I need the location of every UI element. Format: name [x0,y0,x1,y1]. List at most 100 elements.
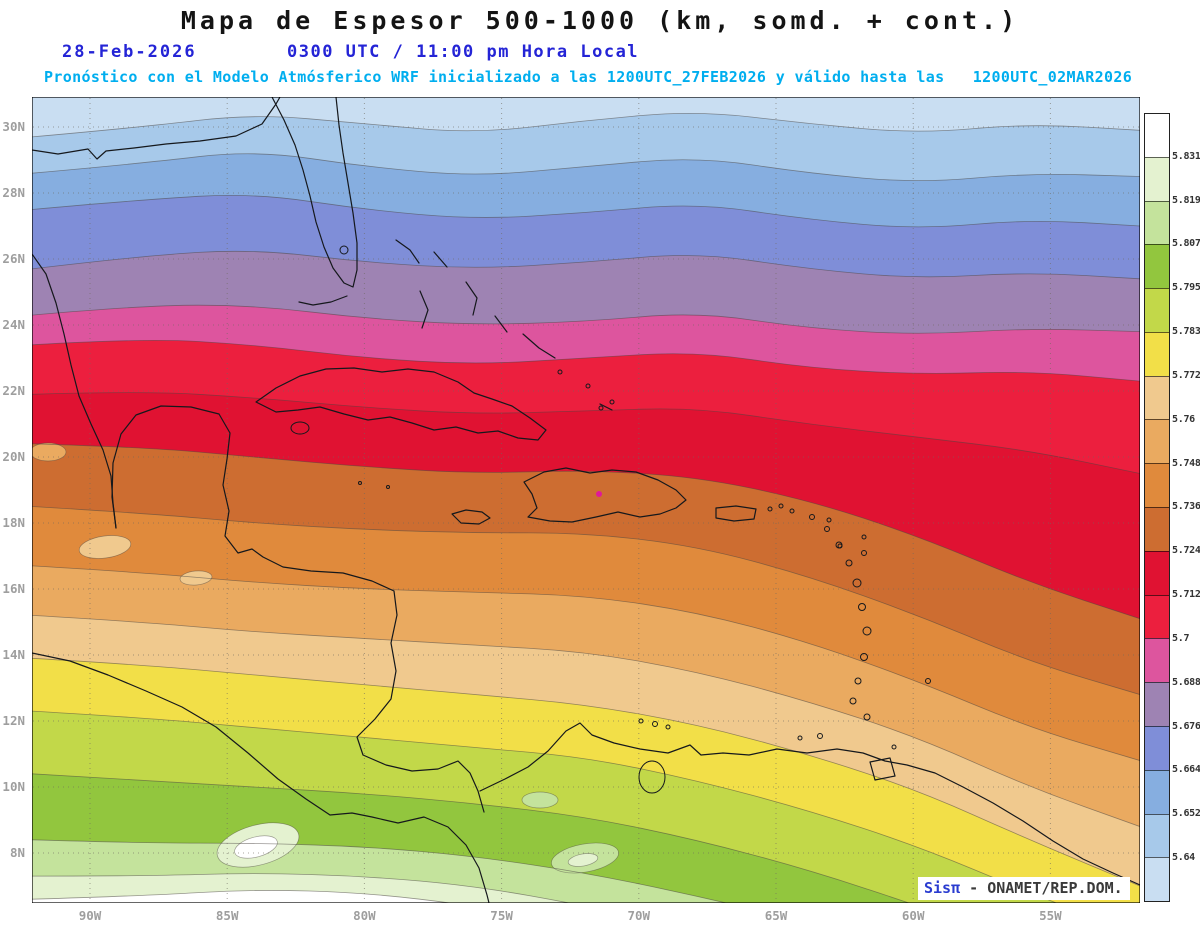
colorbar-label-5.736: 5.736 [1172,501,1200,513]
contour-line-5.64 [32,112,1140,138]
colorbar-label-5.748: 5.748 [1172,457,1200,469]
lon-tick-60W: 60W [901,908,925,923]
coastline-9 [451,509,491,525]
coastline-2 [298,295,348,306]
colorbar-seg-5.76-5.772 [1145,375,1169,420]
island-18 [861,534,867,540]
colorbar-label-5.783: 5.783 [1172,326,1200,338]
colorbar-label-5.76: 5.76 [1172,413,1195,425]
lake-0 [638,760,666,794]
contour-line-5.795 [32,773,911,903]
lon-tick-70W: 70W [627,908,651,923]
coastline-17 [599,403,613,411]
colorbar-seg-5.724-5.736 [1145,507,1169,551]
attribution-badge: Sisπ - ONAMET/REP.DOM. [918,877,1130,900]
island-15 [925,678,931,684]
terrain-patch-1 [234,835,278,859]
contour-line-5.772 [32,657,1140,887]
coastline-18 [869,757,896,781]
lon-tick-65W: 65W [764,908,788,923]
island-1 [767,506,773,512]
colorbar-seg-5.676-5.688 [1145,682,1169,726]
island-25 [817,733,823,739]
contour-line-5.76 [32,615,1140,827]
contour-line-5.7 [32,340,1140,382]
colorbar-label-5.688: 5.688 [1172,676,1200,688]
contour-line-5.652 [32,153,1140,181]
colorbar-label-5.664: 5.664 [1172,764,1200,776]
lat-tick-20N: 20N [2,449,25,464]
colorbar-seg-5.795-5.807 [1145,244,1169,289]
island-13 [849,697,857,705]
colorbar-seg-5.772-5.783 [1145,331,1169,376]
coastline-7 [255,367,547,441]
coastline-11 [395,239,420,264]
island-0 [339,245,349,255]
colorbar [1144,113,1170,902]
contour-line-5.736 [32,506,1140,695]
terrain-patch-6 [179,570,213,586]
sispi-logo: Sisπ [924,879,961,897]
lat-tick-30N: 30N [2,119,25,134]
valid-time-local: 0300 UTC / 11:00 pm Hora Local [287,42,640,62]
island-27 [557,369,563,375]
lon-tick-55W: 55W [1039,908,1062,923]
lon-tick-85W: 85W [215,908,239,923]
island-4 [809,514,815,520]
island-16 [891,744,897,750]
contour-line-5.664 [32,194,1140,228]
lat-tick-18N: 18N [2,515,25,530]
colorbar-label-5.795: 5.795 [1172,282,1200,294]
island-31 [598,405,604,411]
lat-tick-26N: 26N [2,251,25,266]
coastline-5 [32,652,490,903]
island-9 [858,603,866,611]
coastline-3 [32,253,117,529]
forecast-description: Pronóstico con el Modelo Atmósferico WRF… [44,68,1133,86]
colorbar-seg->5.831 [1145,114,1169,157]
island-20 [826,517,832,523]
colorbar-seg-<5.64 [1145,857,1169,902]
contour-line-5.676 [32,250,1140,280]
colorbar-label-5.712: 5.712 [1172,589,1200,601]
lat-tick-22N: 22N [2,383,25,398]
terrain-patch-3 [32,442,67,462]
island-14 [863,713,871,721]
contour-line-5.819 [32,873,572,903]
band-fill-17 [32,890,1140,903]
colorbar-label-5.652: 5.652 [1172,808,1200,820]
island-8 [852,578,862,588]
coastline-13 [419,290,429,329]
island-5 [824,526,830,532]
lat-tick-16N: 16N [2,581,25,596]
colorbar-label-5.724: 5.724 [1172,545,1200,557]
coastline-16 [522,333,556,359]
contour-line-5.748 [32,565,1140,761]
island-10 [862,626,872,636]
island-11 [860,653,868,661]
coastline-0 [32,97,281,160]
colorbar-label-5.7: 5.7 [1172,632,1190,644]
coastline-8 [523,467,687,523]
island-28 [386,485,390,489]
colorbar-label-5.819: 5.819 [1172,194,1200,206]
map-canvas [32,97,1140,903]
coastline-4 [111,405,485,813]
lat-tick-14N: 14N [2,647,25,662]
coastline-1 [271,97,358,288]
colorbar-seg-5.712-5.724 [1145,550,1169,595]
island-30 [609,399,615,405]
colorbar-seg-5.748-5.76 [1145,419,1169,464]
coastline-12 [433,251,448,268]
colorbar-seg-5.688-5.7 [1145,638,1169,683]
island-21 [652,721,658,727]
colorbar-seg-5.819-5.831 [1145,156,1169,201]
contour-line-5.783 [32,710,1058,903]
island-29 [358,481,362,485]
contour-line-5.831 [32,890,453,903]
colorbar-seg-5.807-5.819 [1145,200,1169,245]
lake-1 [290,421,310,435]
island-19 [837,543,843,549]
station-marker [596,491,602,497]
